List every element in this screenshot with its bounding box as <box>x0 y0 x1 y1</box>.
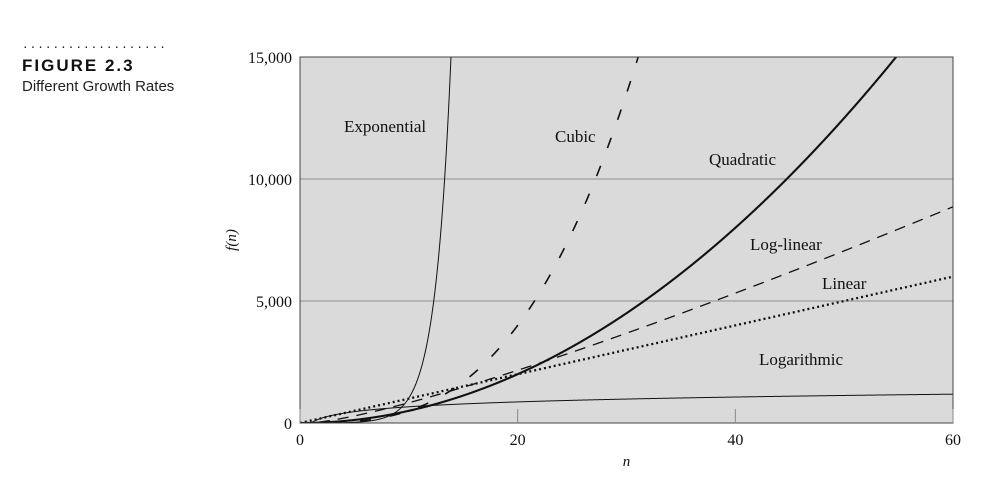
x-tick-label: 40 <box>727 432 743 449</box>
series-label-exponential: Exponential <box>344 117 426 136</box>
series-line-log-linear <box>300 206 953 423</box>
series-label-linear: Linear <box>822 274 867 293</box>
y-tick-label: 10,000 <box>248 172 292 189</box>
x-tick-label: 20 <box>510 432 526 449</box>
curves <box>300 57 953 423</box>
x-tick-label: 0 <box>296 432 304 449</box>
figure-label: FIGURE 2.3 <box>22 56 135 75</box>
tick-marks <box>299 409 954 423</box>
figure-caption: ................... FIGURE 2.3 Different… <box>22 38 175 95</box>
series-line-logarithmic <box>310 393 953 423</box>
caption-dots: ................... <box>22 38 167 51</box>
series-line-quadratic <box>300 57 898 423</box>
grid-lines <box>300 178 953 302</box>
y-axis-label: f(n) <box>224 229 240 251</box>
series-label-logarithmic: Logarithmic <box>759 350 843 369</box>
figure-title: Different Growth Rates <box>22 78 175 95</box>
x-tick-label: 60 <box>945 432 961 449</box>
plot-area <box>300 57 953 423</box>
y-tick-label: 15,000 <box>248 50 292 67</box>
series-line-cubic <box>300 57 640 423</box>
y-tick-label: 0 <box>284 416 292 433</box>
series-labels: Exponential Cubic Quadratic Log-linear Linea… <box>344 117 867 369</box>
x-axis-label: n <box>623 454 631 470</box>
y-tick-label: 5,000 <box>256 294 292 311</box>
series-label-quadratic: Quadratic <box>709 150 776 169</box>
series-label-cubic: Cubic <box>555 127 596 146</box>
plot-frame <box>299 56 954 424</box>
tick-labels: 0 5,000 10,000 15,000 0 20 40 60 <box>248 50 961 449</box>
series-line-linear <box>300 275 953 423</box>
series-label-log-linear: Log-linear <box>750 235 822 254</box>
